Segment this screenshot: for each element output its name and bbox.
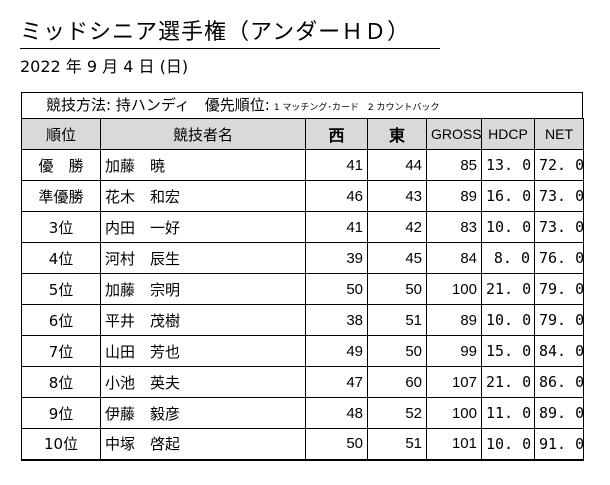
net-score-cell: 86. 0 xyxy=(534,366,584,398)
net-score-cell: 79. 0 xyxy=(534,273,584,305)
rank-cell: 準優勝 xyxy=(21,180,101,212)
title-underline xyxy=(20,48,440,49)
net-score-cell: 73. 0 xyxy=(534,211,584,243)
net-score-cell: 89. 0 xyxy=(534,397,584,429)
table-row: 7位 山田 芳也 49 50 99 15. 0 84. 0 xyxy=(21,335,584,367)
gross-score-cell: 100 xyxy=(426,273,482,305)
gross-score-cell: 84 xyxy=(426,242,482,274)
player-name-cell: 山田 芳也 xyxy=(100,335,306,367)
hdcp-cell: 13. 0 xyxy=(481,149,535,181)
player-name-cell: 平井 茂樹 xyxy=(100,304,306,336)
net-score-cell: 72. 0 xyxy=(534,149,584,181)
net-score-cell: 76. 0 xyxy=(534,242,584,274)
rank-cell: 4位 xyxy=(21,242,101,274)
rank-cell: 3位 xyxy=(21,211,101,243)
west-score-cell: 41 xyxy=(305,149,368,181)
table-row: 4位 河村 辰生 39 45 84 8. 0 76. 0 xyxy=(21,242,584,274)
east-score-cell: 45 xyxy=(367,242,427,274)
gross-score-cell: 101 xyxy=(426,428,482,461)
hdcp-cell: 10. 0 xyxy=(481,211,535,243)
header-west: 西 xyxy=(305,118,368,150)
east-score-cell: 50 xyxy=(367,273,427,305)
net-score-cell: 84. 0 xyxy=(534,335,584,367)
table-row: 優 勝加藤 暁 41 44 85 13. 0 72. 0 xyxy=(21,149,584,181)
east-score-cell: 51 xyxy=(367,304,427,336)
header-net: NET xyxy=(534,118,584,150)
gross-score-cell: 85 xyxy=(426,149,482,181)
results-table: 順位 競技者名 西 東 GROSS HDCP NET 優 勝加藤 暁 41 44 85… xyxy=(21,118,584,461)
west-score-cell: 50 xyxy=(305,273,368,305)
hdcp-cell: 10. 0 xyxy=(481,428,535,461)
net-score-cell: 91. 0 xyxy=(534,428,584,461)
hdcp-cell: 15. 0 xyxy=(481,335,535,367)
rank-cell: 優 勝 xyxy=(21,149,101,181)
east-score-cell: 60 xyxy=(367,366,427,398)
rules-method: 競技方法: 持ハンディ 優先順位: xyxy=(46,96,270,114)
east-score-cell: 44 xyxy=(367,149,427,181)
gross-score-cell: 107 xyxy=(426,366,482,398)
player-name-cell: 内田 一好 xyxy=(100,211,306,243)
gross-score-cell: 100 xyxy=(426,397,482,429)
net-score-cell: 73. 0 xyxy=(534,180,584,212)
gross-score-cell: 89 xyxy=(426,304,482,336)
west-score-cell: 41 xyxy=(305,211,368,243)
hdcp-cell: 21. 0 xyxy=(481,273,535,305)
rank-cell: 10位 xyxy=(21,428,101,461)
west-score-cell: 47 xyxy=(305,366,368,398)
player-name-cell: 加藤 暁 xyxy=(100,149,306,181)
west-score-cell: 38 xyxy=(305,304,368,336)
header-east: 東 xyxy=(367,118,427,150)
player-name-cell: 河村 辰生 xyxy=(100,242,306,274)
hdcp-cell: 11. 0 xyxy=(481,397,535,429)
hdcp-cell: 21. 0 xyxy=(481,366,535,398)
west-score-cell: 46 xyxy=(305,180,368,212)
rank-cell: 7位 xyxy=(21,335,101,367)
gross-score-cell: 99 xyxy=(426,335,482,367)
rank-cell: 9位 xyxy=(21,397,101,429)
rank-cell: 8位 xyxy=(21,366,101,398)
west-score-cell: 39 xyxy=(305,242,368,274)
hdcp-cell: 10. 0 xyxy=(481,304,535,336)
player-name-cell: 加藤 宗明 xyxy=(100,273,306,305)
east-score-cell: 43 xyxy=(367,180,427,212)
west-score-cell: 48 xyxy=(305,397,368,429)
header-rank: 順位 xyxy=(21,118,101,150)
player-name-cell: 花木 和宏 xyxy=(100,180,306,212)
header-hdcp: HDCP xyxy=(481,118,535,150)
player-name-cell: 小池 英夫 xyxy=(100,366,306,398)
net-score-cell: 79. 0 xyxy=(534,304,584,336)
header-row: 順位 競技者名 西 東 GROSS HDCP NET xyxy=(21,118,584,150)
east-score-cell: 51 xyxy=(367,428,427,461)
player-name-cell: 中塚 啓起 xyxy=(100,428,306,461)
table-row: 5位 加藤 宗明 50 50 100 21. 0 79. 0 xyxy=(21,273,584,305)
rules-priority: 1 マッチング･カード 2 カウントバック xyxy=(273,103,440,113)
table-row: 9位 伊藤 毅彦 48 52 100 11. 0 89. 0 xyxy=(21,397,584,429)
east-score-cell: 50 xyxy=(367,335,427,367)
east-score-cell: 52 xyxy=(367,397,427,429)
rules-text: 競技方法: 持ハンディ 優先順位: 1 マッチング･カード 2 カウントバック xyxy=(46,96,440,118)
west-score-cell: 50 xyxy=(305,428,368,461)
header-player: 競技者名 xyxy=(100,118,306,150)
hdcp-cell: 16. 0 xyxy=(481,180,535,212)
west-score-cell: 49 xyxy=(305,335,368,367)
table-row: 3位 内田 一好 41 42 83 10. 0 73. 0 xyxy=(21,211,584,243)
east-score-cell: 42 xyxy=(367,211,427,243)
rank-cell: 6位 xyxy=(21,304,101,336)
gross-score-cell: 83 xyxy=(426,211,482,243)
table-row: 準優勝 花木 和宏 46 43 89 16. 0 73. 0 xyxy=(21,180,584,212)
rank-cell: 5位 xyxy=(21,273,101,305)
table-row: 8位 小池 英夫 47 60 107 21. 0 86. 0 xyxy=(21,366,584,398)
document-title: ミッドシニア選手権（アンダーＨＤ） xyxy=(20,20,411,45)
rules-box: 競技方法: 持ハンディ 優先順位: 1 マッチング･カード 2 カウントバック xyxy=(21,92,583,118)
player-name-cell: 伊藤 毅彦 xyxy=(100,397,306,429)
document-date: 2022 年 9 月 4 日 (日) xyxy=(20,57,189,76)
table-row: 10位 中塚 啓起 50 51 101 10. 0 91. 0 xyxy=(21,428,584,461)
header-gross: GROSS xyxy=(426,118,482,150)
gross-score-cell: 89 xyxy=(426,180,482,212)
table-row: 6位 平井 茂樹 38 51 89 10. 0 79. 0 xyxy=(21,304,584,336)
hdcp-cell: 8. 0 xyxy=(481,242,535,274)
